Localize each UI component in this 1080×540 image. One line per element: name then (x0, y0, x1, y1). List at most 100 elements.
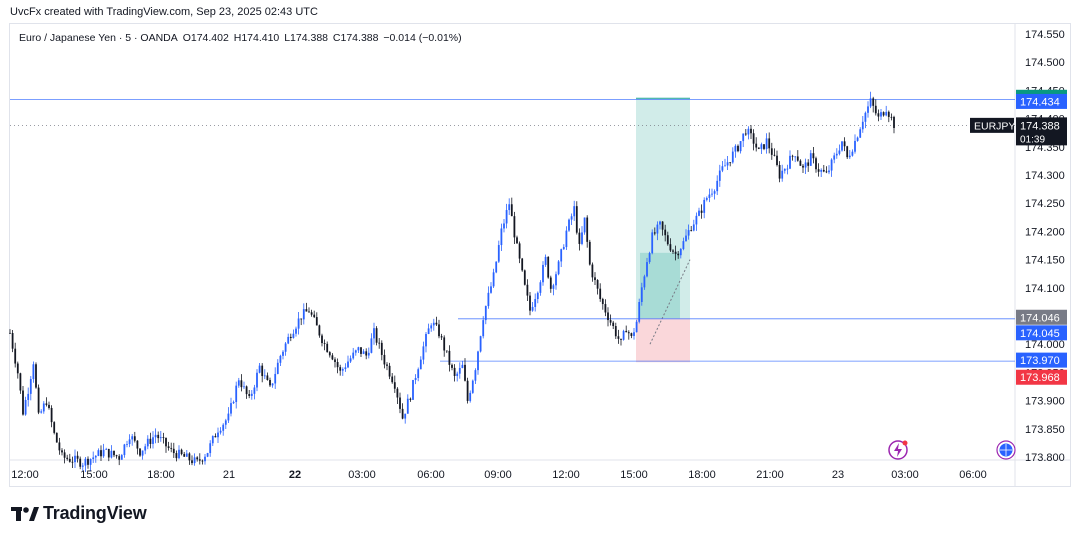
candle (76, 451, 79, 463)
candle-body (612, 322, 615, 327)
candle (302, 303, 305, 325)
candle (773, 148, 776, 157)
candle (352, 347, 355, 360)
candle-body (152, 437, 154, 444)
candle-body (237, 380, 240, 386)
candle-body (362, 351, 365, 354)
candle-body (159, 437, 162, 439)
candle (378, 338, 381, 349)
candle-body (711, 193, 713, 195)
candle-body (731, 151, 734, 163)
candle-body (50, 407, 53, 423)
last-price-tag: 174.388 01:39 (1016, 117, 1067, 146)
candle (196, 456, 199, 462)
time-tick-label: 23 (832, 469, 844, 481)
ohlc-high: H174.410 (233, 32, 280, 44)
candle (539, 280, 542, 296)
candle (222, 423, 225, 436)
globe-icon[interactable] (996, 440, 1016, 460)
candle (149, 432, 152, 449)
candle (830, 158, 833, 177)
candle (250, 390, 253, 400)
candle-body (219, 430, 222, 433)
candle-body (659, 221, 661, 225)
candle-body (198, 459, 201, 461)
stop-zone[interactable] (636, 318, 690, 363)
candle-body (638, 302, 641, 322)
candle-body (770, 148, 773, 155)
candle-body (729, 162, 732, 164)
candle (560, 248, 563, 268)
candle-body (531, 306, 534, 311)
ohlc-open: O174.402 (182, 32, 229, 44)
candle-body (656, 224, 659, 234)
candle-body (617, 336, 620, 339)
candle (141, 450, 144, 460)
candle (367, 347, 370, 359)
candle (882, 111, 885, 117)
long-position-tool[interactable] (636, 97, 691, 363)
lightning-icon[interactable] (888, 440, 908, 460)
candle-body (71, 461, 74, 463)
candle (308, 307, 310, 313)
candle-body (243, 386, 245, 388)
candle-body (295, 328, 297, 334)
candle-body (227, 413, 230, 421)
candle (318, 324, 321, 338)
candle (867, 101, 869, 118)
candle-body (328, 352, 331, 356)
candle (856, 136, 859, 142)
candle-body (794, 156, 797, 158)
candle-body (445, 350, 448, 352)
price-tick-label: 173.900 (1025, 396, 1065, 408)
candle (828, 165, 830, 175)
candle (565, 226, 568, 250)
candle-body (22, 390, 24, 415)
candle (848, 149, 851, 160)
time-axis[interactable]: 12:00 15:00 18:00 21 22 03:00 06:00 09:00 12:00 1… (11, 469, 987, 481)
candle (53, 421, 56, 435)
candle (198, 453, 201, 465)
candle (157, 431, 160, 443)
candle (45, 397, 48, 407)
price-tick-label: 174.100 (1025, 283, 1065, 295)
tag-stop-red-bg (1016, 369, 1067, 385)
candle (204, 453, 206, 465)
candle-body (487, 292, 490, 307)
candle-body (53, 422, 56, 433)
candle (718, 164, 721, 187)
candle (825, 166, 828, 174)
time-tick-label: 21 (223, 469, 235, 481)
candle-body (118, 456, 121, 460)
candle-body (61, 450, 63, 453)
candle-body (178, 449, 180, 459)
candle-body (474, 370, 477, 381)
candle-body (248, 394, 251, 396)
candle (297, 311, 300, 335)
candle (131, 433, 134, 446)
tradingview-logo[interactable]: TradingView (11, 503, 147, 524)
candle (458, 362, 461, 379)
candle-body (869, 98, 872, 107)
candle-body (55, 432, 58, 443)
horizontal-lines[interactable] (10, 99, 1015, 362)
candle (461, 360, 464, 369)
candle (778, 161, 781, 183)
candle (113, 450, 115, 458)
candle (607, 307, 609, 327)
candle (854, 134, 856, 154)
candle-body (40, 411, 43, 413)
symbol-name[interactable]: Euro / Japanese Yen · 5 · OANDA (19, 32, 178, 44)
candle (734, 144, 737, 158)
candle (549, 275, 552, 293)
candle-body (757, 147, 760, 149)
candle-body (614, 326, 617, 337)
candle-body (705, 197, 708, 200)
chart-frame[interactable] (9, 23, 1071, 487)
candle-body (651, 232, 654, 254)
candle (341, 367, 344, 376)
candle-body (157, 434, 160, 439)
candle (820, 168, 823, 178)
countdown-text: 01:39 (1020, 134, 1045, 145)
